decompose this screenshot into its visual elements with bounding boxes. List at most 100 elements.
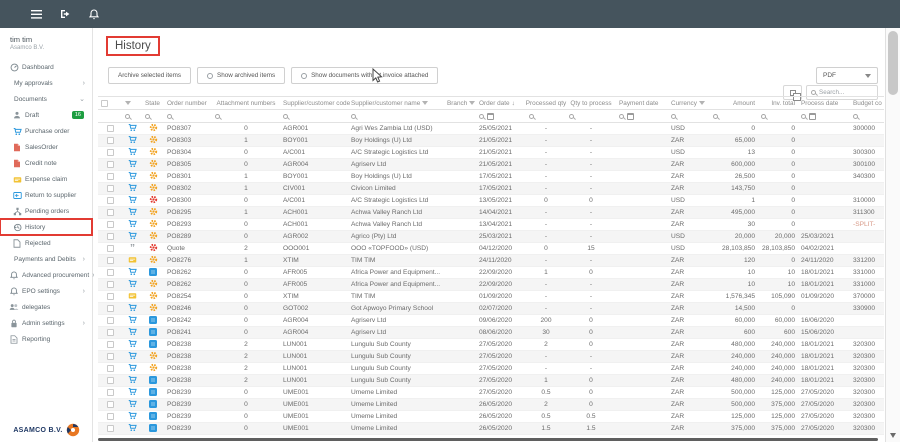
sidebar-item-reporting[interactable]: Reporting [0,331,92,347]
sidebar-item-salesorder[interactable]: SalesOrder [0,139,92,155]
column-header-processed_qty[interactable]: Processed qty [526,97,567,109]
filter-cell-attachments[interactable] [212,110,280,122]
row-checkbox[interactable] [106,401,114,408]
select-all-checkbox[interactable] [101,99,108,107]
filter-cell-budget[interactable] [850,110,884,122]
search-icon[interactable] [853,113,858,119]
purchase-order-cart-icon[interactable] [128,171,137,182]
table-row[interactable]: PO8307 0 AGR001 Agri Wes Zambia Ltd (USD) 25… [98,123,884,135]
table-row[interactable]: PO8303 1 BOY001 Boy Holdings (U) Ltd 21/05/2… [98,135,884,147]
quote-icon[interactable]: ” [130,243,135,254]
search-icon[interactable] [479,113,484,119]
purchase-order-cart-icon[interactable] [128,135,137,146]
archive-selected-button[interactable]: Archive selected items [108,67,191,84]
search-icon[interactable] [713,113,718,119]
table-row[interactable]: PO8239 0 UME001 Umeme Limited 26/05/2020 1.5 1… [98,423,884,435]
sidebar-item-payments-and-debits[interactable]: Payments and Debits › [0,251,92,267]
filter-cell-order_date[interactable] [476,110,526,122]
search-icon[interactable] [569,113,574,119]
search-icon[interactable] [529,113,534,119]
row-checkbox[interactable] [106,197,114,204]
horizontal-scrollbar[interactable] [98,438,878,441]
row-checkbox[interactable] [106,329,114,336]
column-header-order_date[interactable]: Order date ↓ [476,97,526,109]
row-checkbox[interactable] [106,341,114,348]
row-checkbox[interactable] [106,353,114,360]
calendar-icon[interactable] [487,112,494,120]
filter-cell-qty_to_process[interactable] [566,110,616,122]
table-row[interactable]: PO8246 0 GOT002 Got Apwoyo Primary School 02… [98,303,884,315]
search-icon[interactable] [145,113,150,119]
row-checkbox[interactable] [106,269,114,276]
notifications-icon[interactable] [88,8,100,20]
table-row[interactable]: PO8293 0 ACH001 Achwa Valley Ranch Ltd 13/04… [98,219,884,231]
table-row[interactable]: PO8239 0 UME001 Umeme Limited 26/05/2020 0.5 0… [98,411,884,423]
purchase-order-cart-icon[interactable] [128,315,137,326]
purchase-order-cart-icon[interactable] [128,327,137,338]
row-checkbox[interactable] [106,137,114,144]
purchase-order-cart-icon[interactable] [128,387,137,398]
sidebar-item-history[interactable]: History [0,218,93,236]
row-checkbox[interactable] [106,425,114,432]
search-icon[interactable] [283,113,288,119]
sidebar-item-return-to-supplier[interactable]: Return to supplier [0,187,92,203]
expense-card-icon[interactable] [128,255,137,266]
search-icon[interactable] [125,113,130,119]
table-row[interactable]: PO8239 0 UME001 Umeme Limited 27/05/2020 0.5 0… [98,387,884,399]
row-checkbox[interactable] [106,293,114,300]
column-header-name[interactable]: Supplier/customer name [348,97,444,109]
row-checkbox[interactable] [106,281,114,288]
purchase-order-cart-icon[interactable] [128,219,137,230]
purchase-order-cart-icon[interactable] [128,231,137,242]
purchase-order-cart-icon[interactable] [128,183,137,194]
search-icon[interactable] [167,113,172,119]
table-row[interactable]: PO8302 1 CIV001 Civicon Limited 17/05/2021 - -… [98,183,884,195]
sidebar-item-credit-note[interactable]: Credit note [0,155,92,171]
sidebar-item-advanced-procurement[interactable]: Advanced procurement› [0,267,95,283]
sidebar-item-my-approvals[interactable]: My approvals › [0,75,92,91]
column-header-doc[interactable] [122,97,142,109]
purchase-order-cart-icon[interactable] [128,363,137,374]
search-icon[interactable] [215,113,220,119]
filter-cell-currency[interactable] [668,110,710,122]
search-icon[interactable] [671,113,676,119]
table-row[interactable]: PO8238 2 LUN001 Lungulu Sub County 27/05/202… [98,339,884,351]
column-header-attachments[interactable]: Attachment numbers [212,97,280,109]
filter-cell-process_date[interactable] [798,110,850,122]
purchase-order-cart-icon[interactable] [128,123,137,134]
column-header-process_date[interactable]: Process date [798,97,850,109]
table-row[interactable]: PO8295 1 ACH001 Achwa Valley Ranch Ltd 14/04… [98,207,884,219]
table-row[interactable]: PO8304 0 A/C001 A/C Strategic Logistics Ltd… [98,147,884,159]
sidebar-item-rejected[interactable]: Rejected [0,235,92,251]
row-checkbox[interactable] [106,233,114,240]
show-without-invoice-toggle[interactable]: Show documents without invoice attached [291,67,439,84]
purchase-order-cart-icon[interactable] [128,399,137,410]
purchase-order-cart-icon[interactable] [128,279,137,290]
sidebar-item-draft[interactable]: Draft 16 [0,107,92,123]
sidebar-item-expense-claim[interactable]: Expense claim [0,171,92,187]
table-row[interactable]: PO8242 0 AGR004 Agriserv Ltd 09/06/2020 200 0 Z… [98,315,884,327]
column-header-order_number[interactable]: Order number [164,97,212,109]
filter-funnel-icon[interactable] [698,101,705,105]
row-checkbox[interactable] [106,257,114,264]
purchase-order-cart-icon[interactable] [128,159,137,170]
row-checkbox[interactable] [106,221,114,228]
purchase-order-cart-icon[interactable] [128,147,137,158]
search-icon[interactable] [801,113,806,119]
sidebar-item-purchase-order[interactable]: Purchase order [0,123,92,139]
row-checkbox[interactable] [106,125,114,132]
column-header-code[interactable]: Supplier/customer code [280,97,350,109]
filter-cell-state[interactable] [142,110,164,122]
filter-cell-doc[interactable] [122,110,142,122]
purchase-order-cart-icon[interactable] [128,411,137,422]
column-header-payment_date[interactable]: Payment date [616,97,668,109]
purchase-order-cart-icon[interactable] [128,339,137,350]
search-icon[interactable] [351,113,356,119]
purchase-order-cart-icon[interactable] [128,195,137,206]
column-header-currency[interactable]: Currency [668,97,710,109]
filter-funnel-icon[interactable] [422,101,429,105]
column-header-inv_total[interactable]: Inv. total [758,97,798,109]
row-checkbox[interactable] [106,209,114,216]
sidebar-item-dashboard[interactable]: Dashboard [0,59,92,75]
row-checkbox[interactable] [106,161,114,168]
